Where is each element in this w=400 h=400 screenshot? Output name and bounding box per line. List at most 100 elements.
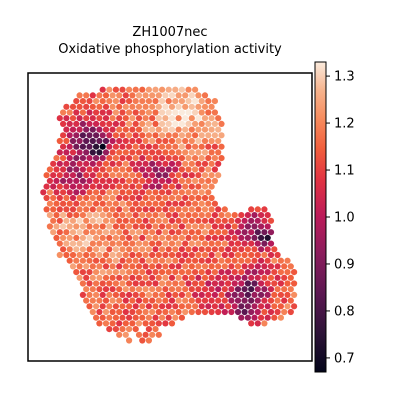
spot-point	[234, 263, 242, 270]
spot-point	[192, 132, 199, 139]
spot-point	[195, 240, 202, 247]
spot-point	[139, 98, 146, 105]
spot-point	[99, 246, 106, 253]
spot-point	[201, 286, 209, 293]
spot-point	[56, 229, 63, 236]
spot-point	[175, 308, 182, 316]
spot-point	[178, 166, 185, 173]
spot-point	[119, 234, 126, 241]
spot-point	[241, 251, 248, 259]
spot-point	[102, 251, 110, 259]
spot-point	[46, 189, 54, 196]
spot-point	[99, 303, 106, 310]
spot-point	[145, 337, 152, 344]
spot-point	[208, 217, 215, 224]
spot-point	[122, 286, 129, 293]
spot-point	[218, 143, 225, 150]
spot-point	[102, 308, 110, 316]
spot-point	[63, 172, 70, 179]
spot-point	[99, 120, 106, 127]
spot-point	[211, 166, 218, 173]
spot-point	[149, 308, 156, 316]
spot-point	[126, 166, 133, 173]
spot-point	[66, 200, 73, 207]
spot-point	[205, 269, 212, 276]
spot-point	[106, 234, 113, 241]
spot-point	[69, 172, 77, 179]
spot-point	[119, 280, 126, 287]
spot-point	[119, 246, 126, 253]
spot-point	[149, 160, 156, 167]
spot-point	[231, 257, 238, 264]
spot-point	[241, 229, 248, 236]
spot-point	[251, 314, 258, 321]
spot-point	[274, 251, 281, 259]
spot-point	[132, 86, 139, 93]
spot-point	[112, 246, 119, 253]
colorbar-tick-label: 0.8	[334, 304, 355, 319]
spot-point	[93, 303, 100, 310]
spot-point	[89, 240, 96, 247]
spot-point	[149, 263, 156, 270]
spot-point	[116, 320, 123, 327]
spot-point	[215, 274, 222, 281]
spot-point	[218, 246, 225, 253]
spot-point	[168, 149, 176, 156]
spot-point	[126, 314, 133, 321]
spot-point	[102, 206, 110, 213]
spot-point	[195, 274, 202, 281]
spot-point	[93, 269, 100, 276]
spot-point	[102, 194, 110, 202]
spot-point	[195, 103, 202, 110]
spot-point	[159, 212, 166, 219]
spot-point	[83, 194, 90, 202]
spot-point	[109, 229, 116, 236]
spot-point	[89, 194, 96, 202]
spot-point	[241, 308, 248, 316]
spot-point	[277, 280, 284, 287]
spot-point	[132, 246, 139, 253]
colorbar-tick-label: 1.3	[334, 70, 355, 85]
spot-point	[155, 240, 162, 247]
spot-point	[129, 137, 136, 145]
spot-point	[60, 200, 67, 207]
spot-point	[215, 160, 222, 167]
spot-point	[112, 109, 119, 116]
spot-point	[261, 274, 268, 281]
spot-point	[116, 263, 123, 270]
spot-point	[132, 109, 139, 116]
spot-point	[112, 223, 119, 230]
spot-point	[178, 200, 185, 207]
spot-point	[218, 303, 225, 310]
spot-point	[178, 234, 185, 241]
spot-point	[274, 263, 281, 270]
spot-point	[93, 109, 100, 116]
spot-point	[112, 257, 119, 264]
spot-point	[258, 223, 265, 230]
spot-point	[231, 291, 238, 298]
spot-point	[135, 331, 143, 338]
spot-point	[159, 166, 166, 173]
spot-point	[56, 240, 63, 247]
spot-point	[192, 98, 199, 105]
spot-point	[178, 86, 185, 93]
spot-point	[251, 257, 258, 264]
spot-point	[254, 206, 261, 213]
spot-point	[109, 115, 116, 122]
spot-point	[53, 189, 60, 196]
spot-point	[251, 223, 258, 230]
spot-point	[73, 200, 80, 207]
spot-point	[211, 246, 218, 253]
spot-point	[96, 172, 103, 179]
spot-point	[152, 291, 159, 298]
spot-point	[155, 160, 162, 167]
spot-point	[129, 263, 136, 270]
spot-point	[165, 291, 172, 298]
spot-point	[195, 126, 202, 133]
spot-point	[99, 109, 106, 116]
spot-point	[234, 217, 242, 224]
spot-point	[159, 143, 166, 150]
spot-point	[155, 149, 162, 156]
spot-point	[211, 257, 218, 264]
spot-point	[162, 149, 169, 156]
